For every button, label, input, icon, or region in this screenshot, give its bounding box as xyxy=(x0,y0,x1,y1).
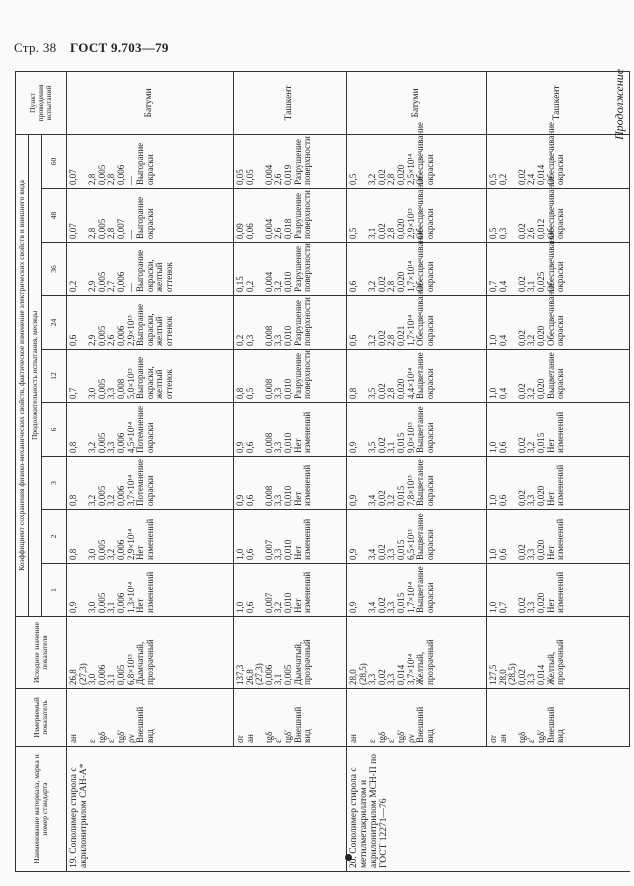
material-name xyxy=(233,746,347,872)
month-values: 0,9 0,6 0,008 3,3 0,010 Нет изменений xyxy=(233,456,347,510)
month-values: 1,0 0,6 0,02 3,3 0,020 Нет изменений xyxy=(486,456,630,510)
month-values: 0,5 0,2 0,02 2,4 0,014 Обесцвечивание ок… xyxy=(486,122,630,189)
initial-values: 137,3 26,8 (27,3) 0,006 3,1 0,005 Дымчат… xyxy=(233,616,347,689)
table-row: σr aн tgδ ε′ tgδ′ Внешний вид 127,5 28,0 … xyxy=(486,71,630,872)
month-values: 0,7 0,4 0,02 3,1 0,025 Обесцвечивание ок… xyxy=(486,229,630,296)
month-values: 0,09 0,06 0,004 2,6 0,018 Разрушение пов… xyxy=(233,188,347,243)
header-month-1: 1 xyxy=(41,563,67,617)
month-values: 1,0 0,6 0,02 3,2 0,015 Нет изменений xyxy=(486,402,630,457)
header-group: Коэффициент сохранения физико-механическ… xyxy=(15,134,29,617)
header-place: Пункт проведения испытаний xyxy=(15,71,67,135)
header-month-60: 60 xyxy=(41,134,67,189)
month-values: 0,15 0,2 0,004 3,2 0,010 Разрушение пове… xyxy=(233,242,347,296)
page-number: Стр. 38 xyxy=(14,40,57,55)
month-values: 0,7 3,0 0,005 3,3 0,008 5,0×10¹³ Выгоран… xyxy=(66,349,234,403)
month-values: 0,9 3,4 0,02 3,2 0,015 7,8×10¹³ Выцветан… xyxy=(346,456,487,510)
measured-params: σr aн tgδ ε′ tgδ′ Внешний вид xyxy=(486,688,630,747)
month-values: 0,9 0,6 0,008 3,3 0,010 Нет изменений xyxy=(233,402,347,457)
month-values: 0,9 3,4 0,02 3,3 0,015 1,7×10¹⁴ Выцветан… xyxy=(346,563,487,617)
month-values: 0,2 0,3 0,008 3,3 0,010 Разрушение повер… xyxy=(233,295,347,350)
material-name xyxy=(486,746,630,872)
test-site: Ташкент xyxy=(233,71,347,135)
month-values: 0,6 3,2 0,02 2,8 0,020 1,7×10¹⁴ Обесцвеч… xyxy=(346,229,487,296)
header-month-6: 6 xyxy=(41,402,67,457)
month-values: 0,2 2,9 0,005 2,7 0,006 — Выгорание окра… xyxy=(66,242,234,296)
header-month-24: 24 xyxy=(41,295,67,350)
header-param: Измеряемый показатель xyxy=(15,688,67,747)
table-row: 20. Сополимер стирола с метилметакрилато… xyxy=(346,71,487,872)
month-values: 0,5 0,3 0,02 2,6 0,012 Обесцвечивание ок… xyxy=(486,176,630,243)
standard-number: ГОСТ 9.703—79 xyxy=(70,40,169,55)
table-row: 19. Сополимер стирола с акрилонитрилом С… xyxy=(66,71,234,872)
header-initial: Исходное значение показателя xyxy=(15,616,67,689)
test-site: Батуми xyxy=(66,71,234,135)
initial-values: 127,5 28,0 (28,5) 0,02 3,3 0,014 Желтый,… xyxy=(486,616,630,689)
initial-values: 26,8 (27,3) 3,0 0,006 3,1 0,005 6,8×10¹³… xyxy=(66,616,234,689)
table-row: σr aн tgδ ε′ tgδ′ Внешний вид 137,3 26,8 … xyxy=(233,71,347,872)
header-month-36: 36 xyxy=(41,242,67,296)
measured-params: aн ε tgδ ε′ tgδ′ ρv Внешний вид xyxy=(346,688,487,747)
header-name: Наименование материала, марка и номер ст… xyxy=(15,746,67,872)
month-values: 0,5 3,2 0,02 2,8 0,020 2,5×10¹⁴ Обесцвеч… xyxy=(346,122,487,189)
month-values: 1,0 0,4 0,02 3,2 0,020 Обесцвечивание ок… xyxy=(486,283,630,350)
header-month-2: 2 xyxy=(41,509,67,564)
month-values: 0,07 2,8 0,005 2,8 0,006 — Выгорание окр… xyxy=(66,134,234,189)
measured-params: aн ε tgδ ε′ tgδ′ ρv Внешний вид xyxy=(66,688,234,747)
header-month-3: 3 xyxy=(41,456,67,510)
month-values: 0,9 3,0 0,005 3,1 0,006 1,3×10¹⁴ Нет изм… xyxy=(66,563,234,617)
month-values: 0,9 3,5 0,02 3,1 0,015 9,0×10¹³ Выцветан… xyxy=(346,402,487,457)
header-month-48: 48 xyxy=(41,188,67,243)
month-values: 0,07 2,8 0,005 2,8 0,007 — Выгорание окр… xyxy=(66,188,234,243)
month-values: 1,0 0,6 0,007 3,2 0,010 Нет изменений xyxy=(233,563,347,617)
rotated-table-wrapper: Наименование материала, марка и номер ст… xyxy=(15,71,630,872)
month-values: 1,0 0,6 0,007 3,3 0,010 Нет изменений xyxy=(233,509,347,564)
month-values: 1,0 0,6 0,02 3,3 0,020 Нет изменений xyxy=(486,509,630,564)
initial-values: 28,0 (28,5) 3,3 0,02 3,3 0,014 3,7×10¹⁴ … xyxy=(346,616,487,689)
header-month-12: 12 xyxy=(41,349,67,403)
material-name: 20. Сополимер стирола с метилметакрилато… xyxy=(346,746,487,872)
measured-params: σr aн tgδ ε′ tgδ′ Внешний вид xyxy=(233,688,347,747)
month-values: 0,6 2,9 0,005 2,6 0,006 2,9×10¹³ Выгоран… xyxy=(66,295,234,350)
bullet-mark xyxy=(345,854,352,861)
page-header: Стр. 38 ГОСТ 9.703—79 xyxy=(14,40,169,56)
month-values: 0,05 0,05 0,004 2,6 0,019 Разрушение пов… xyxy=(233,134,347,189)
month-values: 0,8 3,5 0,02 2,8 0,020 4,4×10¹⁴ Выцветан… xyxy=(346,349,487,403)
test-results-table: Наименование материала, марка и номер ст… xyxy=(15,71,630,872)
month-values: 0,8 0,5 0,008 3,3 0,010 Разрушение повер… xyxy=(233,349,347,403)
month-values: 1,0 0,7 0,02 3,3 0,020 Нет изменений xyxy=(486,563,630,617)
test-site: Ташкент xyxy=(486,71,630,135)
header-duration: Продолжительность испытания, месяцы xyxy=(28,134,42,617)
month-values: 0,8 3,0 0,005 3,2 0,006 2,9×10¹⁴ Нет изм… xyxy=(66,509,234,564)
month-values: 0,8 3,2 0,005 3,2 0,006 3,7×10¹⁴ Потемне… xyxy=(66,456,234,510)
month-values: 1,0 0,4 0,02 3,2 0,020 Выцветание окраск… xyxy=(486,349,630,403)
month-values: 0,5 3,1 0,02 2,8 0,020 2,9×10¹³ Обесцвеч… xyxy=(346,176,487,243)
month-values: 0,8 3,2 0,005 3,3 0,006 4,5×10¹⁴ Потемне… xyxy=(66,402,234,457)
material-name: 19. Сополимер стирола с акрилонитрилом С… xyxy=(66,746,234,872)
month-values: 0,9 3,4 0,02 3,3 0,015 6,5×10¹³ Выцветан… xyxy=(346,509,487,564)
month-values: 0,6 3,2 0,02 2,8 0,021 1,7×10¹⁴ Обесцвеч… xyxy=(346,283,487,350)
